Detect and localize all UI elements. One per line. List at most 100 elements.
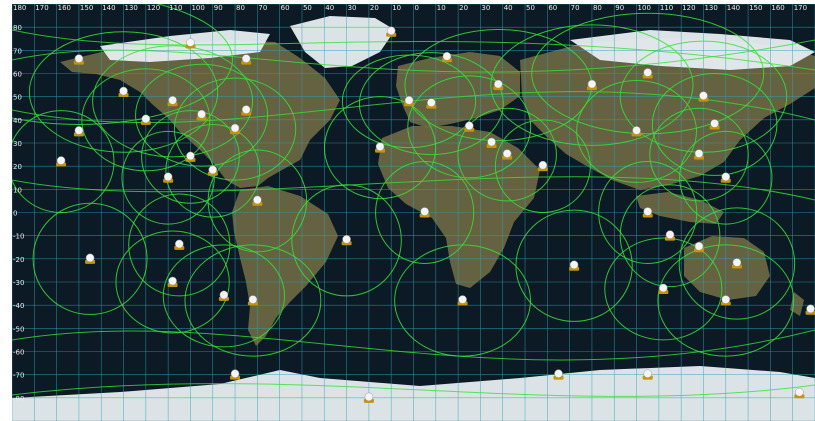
ground-station-icon[interactable]	[241, 54, 252, 65]
ground-station-icon[interactable]	[464, 121, 475, 132]
ground-station-icon[interactable]	[230, 369, 241, 380]
ground-station-icon[interactable]	[196, 109, 207, 121]
station-dome	[710, 119, 719, 128]
ground-station-icon[interactable]	[56, 156, 67, 167]
ground-station-icon[interactable]	[720, 172, 731, 183]
ground-station-icon[interactable]	[252, 195, 263, 206]
longitude-label: 50	[303, 4, 312, 12]
latitude-label: -70	[13, 372, 24, 380]
coverage-footprint	[162, 244, 286, 348]
ground-station-icon[interactable]	[230, 123, 241, 135]
coverage-footprint	[173, 77, 297, 181]
ground-station-icon[interactable]	[118, 86, 129, 98]
station-dome	[175, 239, 184, 249]
station-dome	[538, 160, 548, 170]
ground-station-icon[interactable]	[631, 126, 642, 137]
latitude-label: 20	[13, 163, 22, 171]
ground-station-icon[interactable]	[207, 165, 218, 176]
ground-station-icon[interactable]	[694, 149, 705, 160]
ground-station-icon[interactable]	[537, 160, 548, 172]
ground-station-icon[interactable]	[247, 295, 258, 306]
ground-station-icon[interactable]	[375, 142, 386, 153]
ground-station-icon[interactable]	[642, 68, 653, 79]
latitude-label: 10	[13, 186, 22, 194]
ground-station-icon[interactable]	[642, 369, 653, 380]
ground-station-icon[interactable]	[457, 295, 468, 306]
coverage-footprint	[207, 149, 308, 253]
ground-station-icon[interactable]	[167, 96, 178, 107]
ground-station-icon[interactable]	[441, 52, 452, 63]
ground-station-icon[interactable]	[698, 91, 709, 102]
ground-station-icon[interactable]	[73, 54, 84, 65]
longitude-label: 100	[638, 4, 651, 12]
ground-station-icon[interactable]	[241, 105, 252, 116]
coverage-footprint	[494, 119, 591, 214]
latitude-label: -40	[13, 302, 24, 310]
longitude-label: 160	[58, 4, 71, 12]
station-dome	[219, 290, 229, 300]
ground-station-icon[interactable]	[553, 369, 564, 380]
ground-station-icon[interactable]	[386, 26, 397, 37]
ground-station-icon[interactable]	[341, 235, 352, 246]
coverage-footprint	[12, 110, 115, 213]
station-dome	[659, 283, 668, 293]
station-dome	[795, 387, 804, 397]
longitude-label: 20	[459, 4, 468, 12]
coverage-footprint	[28, 31, 219, 153]
coverage-footprint	[12, 4, 233, 125]
longitude-label: 130	[125, 4, 138, 12]
ground-station-icon[interactable]	[174, 239, 185, 250]
snow-siberia	[570, 30, 815, 70]
ground-station-icon[interactable]	[163, 172, 174, 183]
ground-station-icon[interactable]	[404, 96, 415, 107]
orbit-track	[12, 176, 815, 201]
ground-station-icon[interactable]	[720, 295, 731, 306]
orbit-track	[12, 383, 815, 397]
ground-station-icon[interactable]	[185, 38, 196, 49]
longitude-label: 70	[571, 4, 580, 12]
coverage-footprint	[576, 79, 697, 183]
latitude-label: 50	[13, 94, 22, 102]
station-dome	[163, 172, 173, 181]
longitude-label: 50	[526, 4, 535, 12]
ground-station-icon[interactable]	[709, 119, 720, 130]
ground-station-icon[interactable]	[363, 392, 374, 403]
ground-station-icon[interactable]	[586, 79, 597, 91]
ground-station-icon[interactable]	[805, 304, 815, 315]
station-dome	[375, 142, 385, 151]
ground-station-icon[interactable]	[642, 207, 653, 218]
ground-station-icon[interactable]	[694, 242, 705, 253]
continent-africa	[378, 126, 540, 288]
station-dome	[248, 295, 258, 304]
coverage-footprint	[121, 130, 215, 225]
coverage-footprint	[657, 244, 795, 357]
coverage-footprint	[92, 45, 254, 158]
latitude-label: -10	[13, 233, 24, 241]
latitude-label: 80	[13, 24, 22, 32]
latitude-label: 60	[13, 71, 22, 79]
ground-station-icon[interactable]	[731, 258, 742, 269]
ground-station-icon[interactable]	[426, 98, 437, 109]
ground-station-icon[interactable]	[665, 230, 676, 241]
ground-station-icon[interactable]	[140, 114, 151, 125]
ground-station-icon[interactable]	[73, 126, 84, 137]
station-dome	[721, 295, 731, 304]
station-dome	[721, 172, 731, 181]
ground-station-icon[interactable]	[167, 276, 178, 287]
ground-station-icon[interactable]	[486, 137, 497, 148]
latitude-label: -60	[13, 349, 24, 357]
ground-station-icon[interactable]	[218, 290, 229, 301]
ground-station-icon[interactable]	[85, 253, 96, 264]
station-dome	[665, 230, 675, 239]
ground-station-icon[interactable]	[502, 149, 513, 160]
ground-station-icon[interactable]	[493, 79, 504, 91]
ground-station-icon[interactable]	[185, 151, 196, 162]
longitude-label: 70	[258, 4, 267, 12]
station-dome	[186, 151, 195, 161]
ground-station-icon[interactable]	[658, 283, 669, 294]
ground-station-icon[interactable]	[794, 387, 805, 399]
ground-station-icon[interactable]	[419, 207, 430, 218]
latitude-label: 0	[13, 210, 17, 218]
ground-station-icon[interactable]	[569, 260, 580, 271]
